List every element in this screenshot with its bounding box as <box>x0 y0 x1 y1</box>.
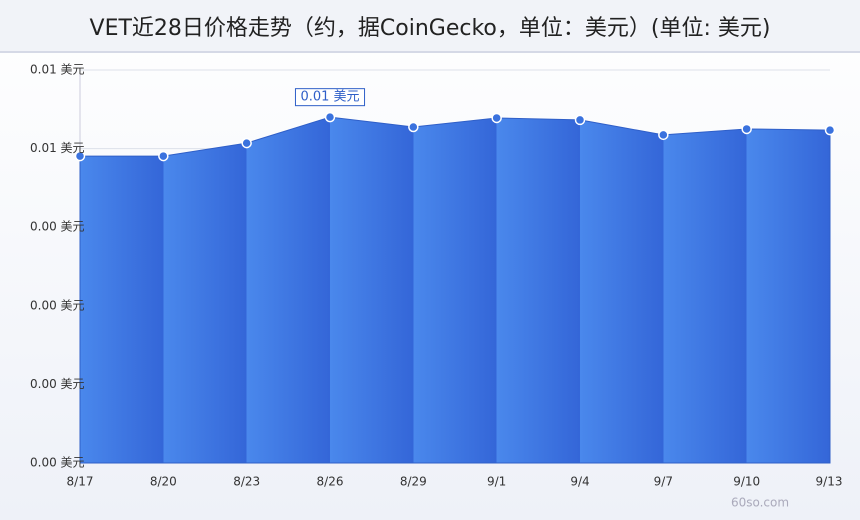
point <box>74 150 86 162</box>
point <box>824 124 836 136</box>
y-tick-label: 0.01 美元 <box>30 141 85 155</box>
x-tick-label: 8/20 <box>150 475 177 489</box>
y-tick-label: 0.00 美元 <box>30 298 85 312</box>
x-tick-label: 9/10 <box>733 475 760 489</box>
y-tick-label: 0.00 美元 <box>30 220 85 234</box>
y-tick-label: 0.00 美元 <box>30 377 85 391</box>
x-tick-label: 9/13 <box>816 475 843 489</box>
x-tick-label: 8/29 <box>400 475 427 489</box>
x-tick-label: 9/7 <box>654 475 673 489</box>
x-tick-label: 8/17 <box>67 475 94 489</box>
x-tick-label: 9/4 <box>570 475 589 489</box>
chart-title: VET近28日价格走势（约，据CoinGecko，单位：美元）(单位: 美元) <box>90 16 771 41</box>
point <box>658 129 669 141</box>
title-bar <box>0 0 860 52</box>
area <box>79 116 831 464</box>
point <box>574 114 586 126</box>
watermark: 60so.com <box>731 496 789 510</box>
x-tick-label: 8/23 <box>233 475 260 489</box>
point <box>741 123 752 135</box>
x-tick-label: 8/26 <box>317 475 344 489</box>
point <box>158 150 169 162</box>
point <box>408 121 419 133</box>
point <box>324 111 336 123</box>
data-label-box <box>294 88 366 107</box>
x-tick-label: 9/1 <box>487 475 506 489</box>
y-tick-label: 0.00 美元 <box>30 456 85 470</box>
point <box>491 112 502 124</box>
point <box>241 137 252 149</box>
data-label: 0.01 美元 <box>300 90 359 105</box>
y-tick-label: 0.01 美元 <box>30 63 85 77</box>
